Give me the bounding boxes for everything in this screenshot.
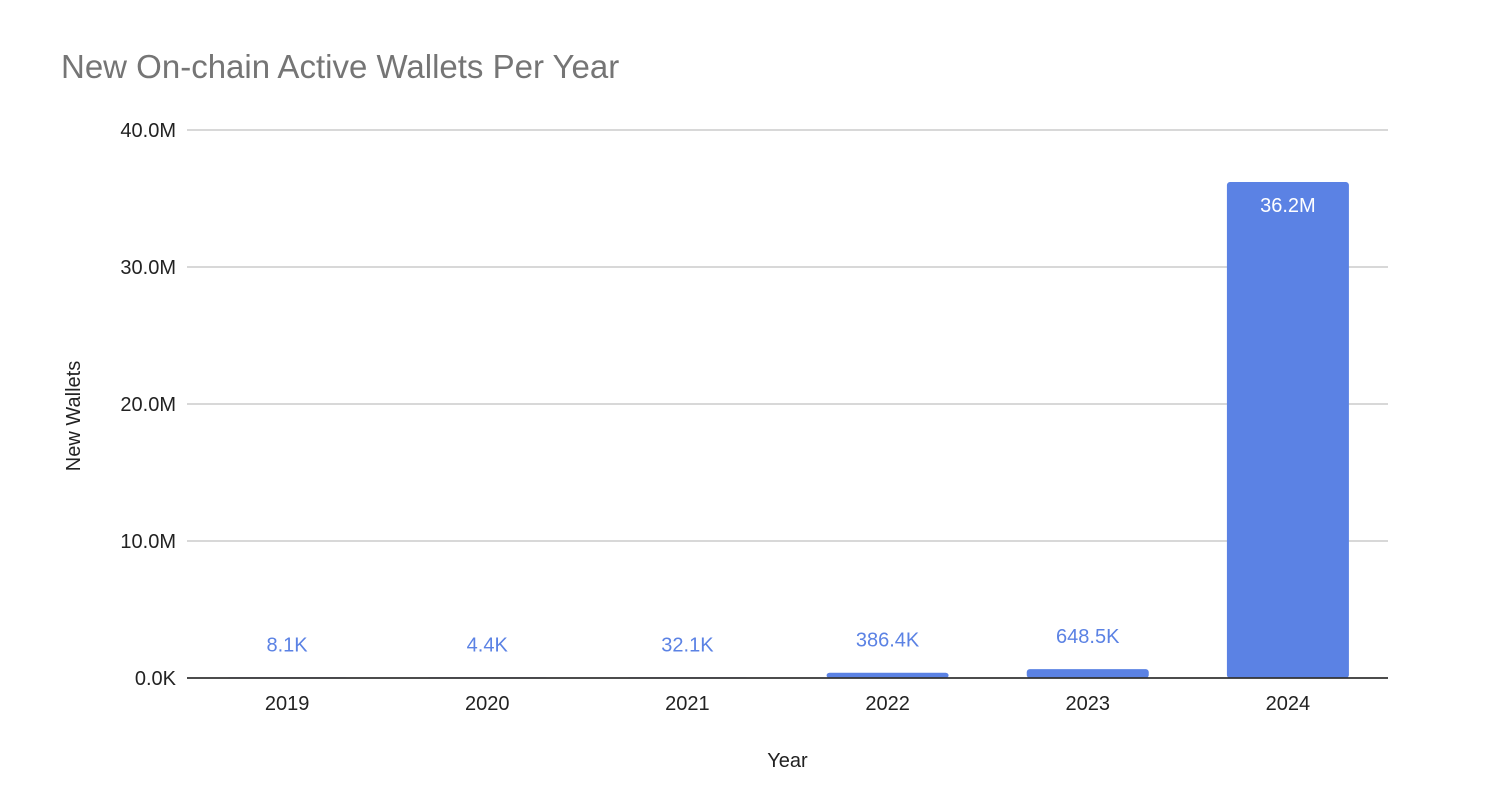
y-tick-label: 30.0M xyxy=(120,257,176,279)
data-labels: 8.1K 4.4K 32.1K 386.4K 648.5K 36.2M xyxy=(267,195,1316,656)
bars xyxy=(226,182,1349,678)
y-tick-label: 40.0M xyxy=(120,120,176,142)
x-tick-label: 2024 xyxy=(1266,693,1311,715)
y-tick-label: 10.0M xyxy=(120,531,176,553)
x-tick-label: 2019 xyxy=(265,693,310,715)
x-axis-title: Year xyxy=(767,750,808,772)
gridlines xyxy=(187,129,1388,542)
x-tick-label: 2021 xyxy=(665,693,710,715)
y-tick-label: 20.0M xyxy=(120,394,176,416)
data-label-2024: 36.2M xyxy=(1260,195,1316,217)
bar-2024 xyxy=(1226,182,1349,678)
x-tick-label: 2020 xyxy=(465,693,510,715)
chart-title: New On-chain Active Wallets Per Year xyxy=(61,48,620,85)
data-label-2022: 386.4K xyxy=(856,630,920,652)
y-tick-label: 0.0K xyxy=(135,668,177,690)
y-axis-ticks: 0.0K 10.0M 20.0M 30.0M 40.0M xyxy=(120,120,176,690)
y-axis-title: New Wallets xyxy=(63,361,85,471)
bar-2022 xyxy=(826,672,949,678)
x-axis-ticks: 2019 2020 2021 2022 2023 2024 xyxy=(265,693,1310,715)
x-tick-label: 2023 xyxy=(1066,693,1111,715)
data-label-2019: 8.1K xyxy=(267,634,309,656)
data-label-2023: 648.5K xyxy=(1056,626,1120,648)
data-label-2021: 32.1K xyxy=(661,634,714,656)
data-label-2020: 4.4K xyxy=(467,634,509,656)
x-tick-label: 2022 xyxy=(865,693,910,715)
bar-2023 xyxy=(1026,669,1149,678)
